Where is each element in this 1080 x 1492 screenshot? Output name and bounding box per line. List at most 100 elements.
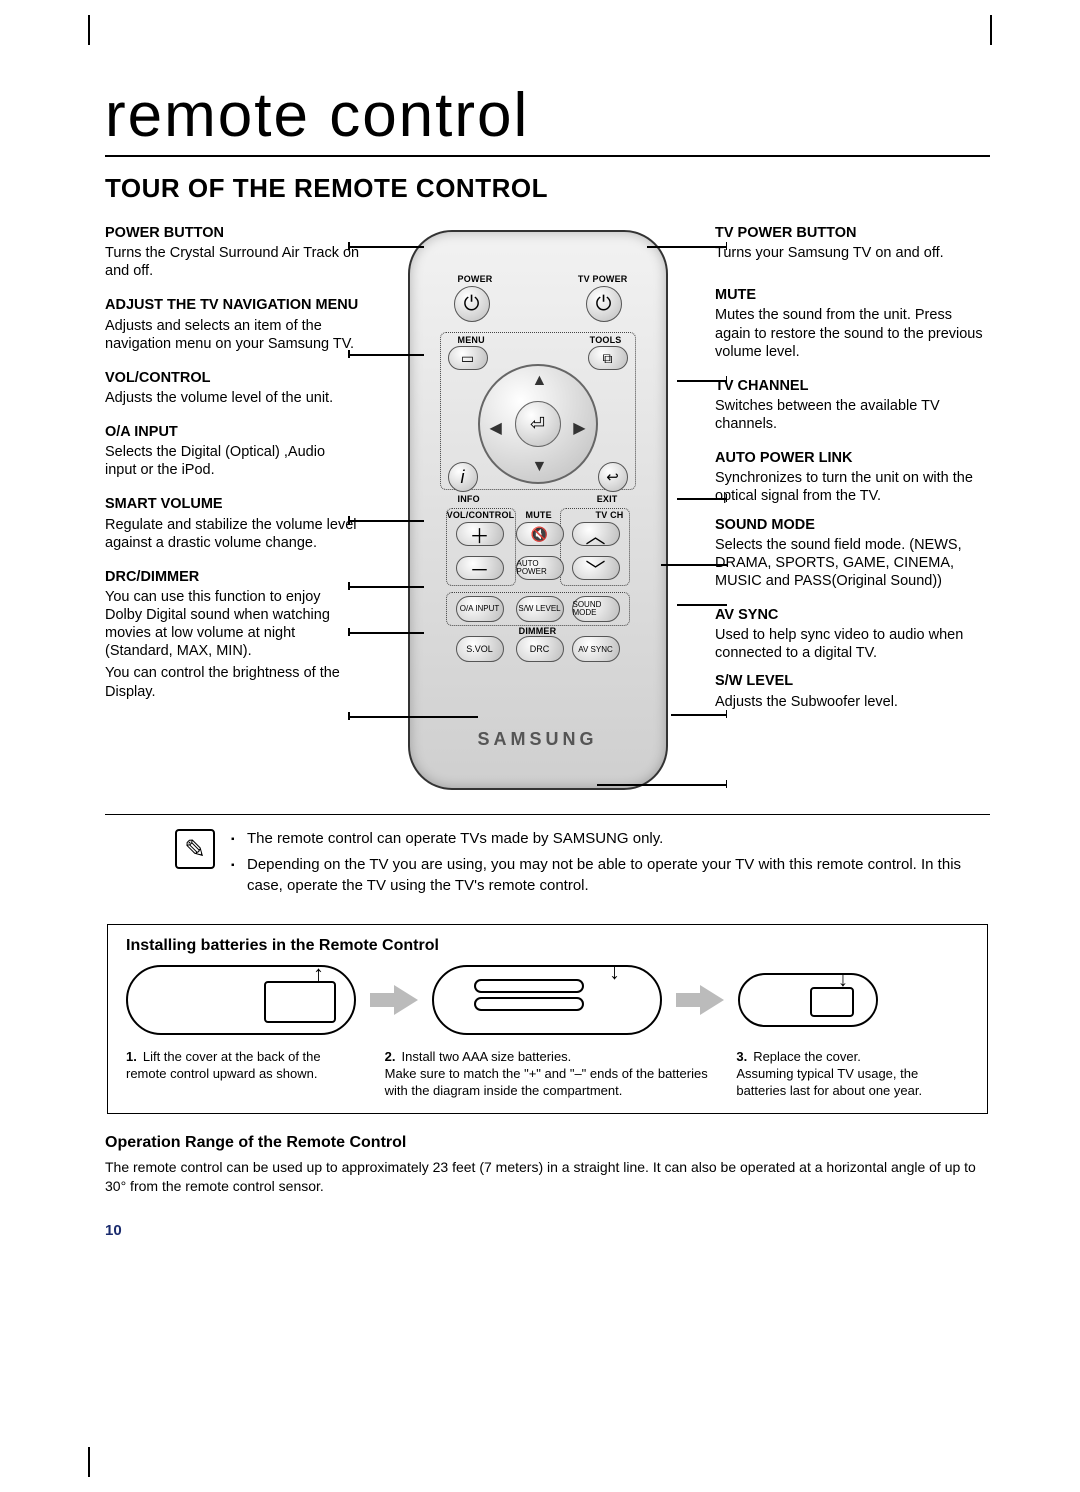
install-step-1: 1.Lift the cover at the back of the remo… — [126, 1049, 359, 1100]
heading-drc: DRC/DIMMER — [105, 568, 360, 586]
heading-oa: O/A INPUT — [105, 423, 360, 441]
label-mute: MUTE — [526, 510, 552, 520]
label-dimmer: DIMMER — [410, 626, 666, 636]
remote-tour: POWER BUTTON Turns the Crystal Surround … — [105, 224, 990, 790]
dpad-ring[interactable]: ▲ ▼ ◀ ▶ ⏎ — [478, 364, 598, 484]
svol-button[interactable]: S.VOL — [456, 636, 504, 662]
label-tvpower: TV POWER — [578, 274, 628, 284]
page-number: 10 — [105, 1222, 990, 1239]
auto-power-button[interactable]: AUTO POWER — [516, 556, 564, 580]
desc-mute: Mutes the sound from the unit. Press aga… — [715, 306, 990, 360]
left-column: POWER BUTTON Turns the Crystal Surround … — [105, 224, 360, 790]
label-power: POWER — [458, 274, 493, 284]
ch-down-button[interactable]: ﹀ — [572, 556, 620, 580]
item-apl: AUTO POWER LINK Synchronizes to turn the… — [715, 449, 990, 505]
power-button[interactable]: ⏻ — [454, 286, 490, 322]
sound-mode-button[interactable]: SOUND MODE — [572, 596, 620, 622]
drc-button[interactable]: DRC — [516, 636, 564, 662]
desc-nav: Adjusts and selects an item of the navig… — [105, 317, 360, 353]
heading-tvch: TV CHANNEL — [715, 377, 990, 395]
item-drc: DRC/DIMMER You can use this function to … — [105, 568, 360, 701]
note-icon: ✎ — [175, 829, 215, 869]
label-exit: EXIT — [597, 494, 618, 504]
heading-svol: SMART VOLUME — [105, 495, 360, 513]
left-icon: ◀ — [490, 418, 502, 438]
install-images: ↑ ↓ ↓ — [126, 965, 969, 1035]
heading-smode: SOUND MODE — [715, 516, 990, 534]
heading-apl: AUTO POWER LINK — [715, 449, 990, 467]
install-step-3: 3.Replace the cover. Assuming typical TV… — [736, 1049, 969, 1100]
install-box: Installing batteries in the Remote Contr… — [107, 924, 988, 1115]
vol-down-button[interactable]: － — [456, 556, 504, 580]
heading-nav: ADJUST THE TV NAVIGATION MENU — [105, 296, 360, 314]
remote-body: POWER TV POWER ⏻ ⏻ MENU TOOLS ▭ ⧉ ▲ ▼ ◀ … — [408, 230, 668, 790]
desc-tvpower: Turns your Samsung TV on and off. — [715, 244, 990, 262]
desc-smode: Selects the sound field mode. (NEWS, DRA… — [715, 536, 990, 590]
section-title: TOUR OF THE REMOTE CONTROL — [105, 173, 990, 204]
item-avsync: AV SYNC Used to help sync video to audio… — [715, 606, 990, 662]
item-nav: ADJUST THE TV NAVIGATION MENU Adjusts an… — [105, 296, 360, 352]
label-tools: TOOLS — [590, 335, 622, 345]
desc-avsync: Used to help sync video to audio when co… — [715, 626, 990, 662]
vol-up-button[interactable]: ＋ — [456, 522, 504, 546]
exit-button[interactable]: ↩ — [598, 462, 628, 492]
remote-figure: POWER TV POWER ⏻ ⏻ MENU TOOLS ▭ ⧉ ▲ ▼ ◀ … — [360, 224, 715, 790]
heading-power: POWER BUTTON — [105, 224, 360, 242]
heading-avsync: AV SYNC — [715, 606, 990, 624]
item-tvpower: TV POWER BUTTON Turns your Samsung TV on… — [715, 224, 990, 262]
label-volcontrol: VOL/CONTROL — [446, 510, 516, 520]
desc-apl: Synchronizes to turn the unit on with th… — [715, 469, 990, 505]
desc-power: Turns the Crystal Surround Air Track on … — [105, 244, 360, 280]
desc-oa: Selects the Digital (Optical) ,Audio inp… — [105, 443, 360, 479]
sw-level-button[interactable]: S/W LEVEL — [516, 596, 564, 622]
desc-swlvl: Adjusts the Subwoofer level. — [715, 693, 990, 711]
install-fig-1: ↑ — [126, 965, 356, 1035]
up-icon: ▲ — [532, 372, 548, 390]
item-vol: VOL/CONTROL Adjusts the volume level of … — [105, 369, 360, 407]
ch-up-button[interactable]: ︿ — [572, 522, 620, 546]
label-tvch: TV CH — [596, 510, 624, 520]
item-svol: SMART VOLUME Regulate and stabilize the … — [105, 495, 360, 551]
enter-button[interactable]: ⏎ — [515, 401, 561, 447]
avsync-button[interactable]: AV SYNC — [572, 636, 620, 662]
heading-swlvl: S/W LEVEL — [715, 672, 990, 690]
install-fig-2: ↓ — [432, 965, 662, 1035]
install-fig-3: ↓ — [738, 973, 878, 1027]
tv-power-button[interactable]: ⏻ — [586, 286, 622, 322]
chapter-title: remote control — [105, 80, 990, 157]
op-range-title: Operation Range of the Remote Control — [105, 1134, 990, 1152]
desc-tvch: Switches between the available TV channe… — [715, 397, 990, 433]
mute-button[interactable]: 🔇 — [516, 522, 564, 546]
note-2: Depending on the TV you are using, you m… — [231, 855, 990, 896]
power-icon: ⏻ — [596, 293, 612, 316]
desc-drc2: You can control the brightness of the Di… — [105, 664, 360, 700]
down-icon: ▼ — [532, 458, 548, 476]
info-button[interactable]: i — [448, 462, 478, 492]
brand-label: SAMSUNG — [410, 729, 666, 750]
install-steps: 1.Lift the cover at the back of the remo… — [126, 1049, 969, 1100]
op-range-text: The remote control can be used up to app… — [105, 1158, 990, 1196]
install-title: Installing batteries in the Remote Contr… — [126, 937, 969, 955]
arrow-icon — [676, 985, 724, 1015]
note-list: The remote control can operate TVs made … — [231, 829, 990, 902]
item-mute: MUTE Mutes the sound from the unit. Pres… — [715, 286, 990, 361]
heading-tvpower: TV POWER BUTTON — [715, 224, 990, 242]
arrow-icon — [370, 985, 418, 1015]
item-smode: SOUND MODE Selects the sound field mode.… — [715, 516, 990, 591]
right-column: TV POWER BUTTON Turns your Samsung TV on… — [715, 224, 990, 790]
notes: ✎ The remote control can operate TVs mad… — [105, 814, 990, 902]
heading-mute: MUTE — [715, 286, 990, 304]
install-step-2: 2.Install two AAA size batteries. Make s… — [385, 1049, 711, 1100]
note-1: The remote control can operate TVs made … — [231, 829, 990, 849]
oa-input-button[interactable]: O/A INPUT — [456, 596, 504, 622]
desc-drc: You can use this function to enjoy Dolby… — [105, 588, 360, 661]
item-tvch: TV CHANNEL Switches between the availabl… — [715, 377, 990, 433]
desc-svol: Regulate and stabilize the volume level … — [105, 516, 360, 552]
item-swlvl: S/W LEVEL Adjusts the Subwoofer level. — [715, 672, 990, 710]
right-icon: ▶ — [573, 418, 585, 438]
dpad: ▲ ▼ ◀ ▶ ⏎ — [478, 364, 598, 484]
item-power: POWER BUTTON Turns the Crystal Surround … — [105, 224, 360, 280]
desc-vol: Adjusts the volume level of the unit. — [105, 389, 360, 407]
power-icon: ⏻ — [464, 293, 480, 316]
heading-vol: VOL/CONTROL — [105, 369, 360, 387]
